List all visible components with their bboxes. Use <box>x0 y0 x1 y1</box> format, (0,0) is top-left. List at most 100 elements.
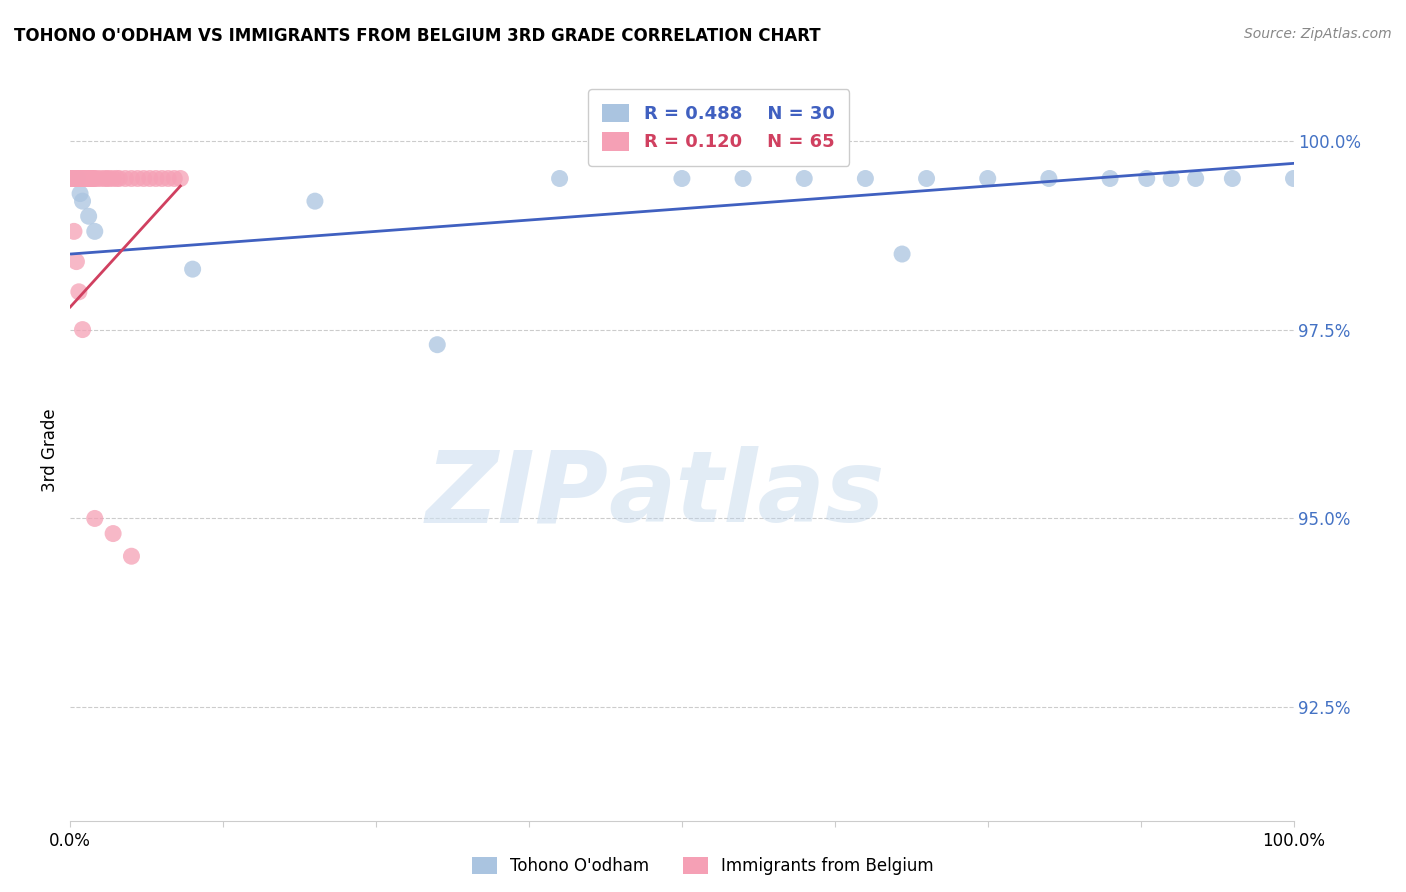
Legend: R = 0.488    N = 30, R = 0.120    N = 65: R = 0.488 N = 30, R = 0.120 N = 65 <box>588 89 849 166</box>
Point <box>855 171 877 186</box>
Point <box>66 171 89 186</box>
Point <box>72 322 94 336</box>
Point <box>69 171 91 186</box>
Point <box>82 171 104 186</box>
Point <box>65 171 87 186</box>
Text: ZIP: ZIP <box>426 446 609 543</box>
Point <box>90 171 112 186</box>
Point <box>181 262 204 277</box>
Point <box>1184 171 1206 186</box>
Point <box>114 171 136 186</box>
Point <box>80 171 103 186</box>
Point <box>83 171 105 186</box>
Point <box>733 171 755 186</box>
Point <box>77 171 100 186</box>
Point <box>65 171 87 186</box>
Point <box>62 171 84 186</box>
Point <box>73 171 96 186</box>
Point <box>66 171 89 186</box>
Point <box>62 171 84 186</box>
Point <box>63 171 86 186</box>
Point <box>86 171 108 186</box>
Point <box>62 171 84 186</box>
Text: 0.0%: 0.0% <box>49 832 91 850</box>
Point <box>1282 171 1305 186</box>
Point <box>150 171 173 186</box>
Point <box>62 171 84 186</box>
Point <box>75 171 97 186</box>
Point <box>1220 171 1243 186</box>
Point <box>426 337 449 351</box>
Point <box>63 171 86 186</box>
Point <box>73 171 96 186</box>
Point <box>98 171 121 186</box>
Point <box>63 171 86 186</box>
Point <box>60 171 83 186</box>
Point <box>72 171 94 186</box>
Point <box>548 171 571 186</box>
Point <box>157 171 180 186</box>
Point <box>1160 171 1182 186</box>
Point <box>121 549 143 564</box>
Point <box>72 194 94 209</box>
Point <box>976 171 998 186</box>
Point <box>66 171 89 186</box>
Point <box>62 171 84 186</box>
Point <box>60 171 83 186</box>
Text: 100.0%: 100.0% <box>1263 832 1324 850</box>
Point <box>65 254 87 268</box>
Point <box>127 171 149 186</box>
Point <box>65 171 87 186</box>
Point <box>69 186 91 201</box>
Point <box>59 171 82 186</box>
Point <box>66 171 89 186</box>
Point <box>63 224 86 238</box>
Point <box>77 209 100 223</box>
Text: atlas: atlas <box>609 446 884 543</box>
Point <box>67 171 90 186</box>
Point <box>96 171 118 186</box>
Point <box>63 171 86 186</box>
Point <box>65 171 87 186</box>
Point <box>79 171 101 186</box>
Point <box>60 171 83 186</box>
Point <box>62 171 84 186</box>
Point <box>139 171 162 186</box>
Point <box>70 171 93 186</box>
Point <box>69 171 91 186</box>
Point <box>671 171 693 186</box>
Point <box>915 171 938 186</box>
Point <box>63 171 86 186</box>
Point <box>101 171 124 186</box>
Point <box>169 171 191 186</box>
Text: Source: ZipAtlas.com: Source: ZipAtlas.com <box>1244 27 1392 41</box>
Point <box>101 526 124 541</box>
Point <box>304 194 326 209</box>
Point <box>1136 171 1159 186</box>
Point <box>1099 171 1122 186</box>
Point <box>66 171 89 186</box>
Point <box>60 171 83 186</box>
Point <box>83 224 105 238</box>
Point <box>69 171 91 186</box>
Point <box>793 171 815 186</box>
Point <box>1038 171 1060 186</box>
Point <box>121 171 143 186</box>
Point <box>70 171 93 186</box>
Point <box>67 171 90 186</box>
Point <box>105 171 128 186</box>
Text: TOHONO O'ODHAM VS IMMIGRANTS FROM BELGIUM 3RD GRADE CORRELATION CHART: TOHONO O'ODHAM VS IMMIGRANTS FROM BELGIU… <box>14 27 821 45</box>
Point <box>76 171 98 186</box>
Point <box>163 171 186 186</box>
Y-axis label: 3rd Grade: 3rd Grade <box>41 409 59 492</box>
Legend: Tohono O'odham, Immigrants from Belgium: Tohono O'odham, Immigrants from Belgium <box>464 849 942 884</box>
Point <box>63 171 86 186</box>
Point <box>891 247 914 261</box>
Point <box>132 171 155 186</box>
Point <box>63 171 86 186</box>
Point <box>108 171 131 186</box>
Point <box>67 285 90 299</box>
Point <box>145 171 167 186</box>
Point <box>83 171 105 186</box>
Point <box>65 171 87 186</box>
